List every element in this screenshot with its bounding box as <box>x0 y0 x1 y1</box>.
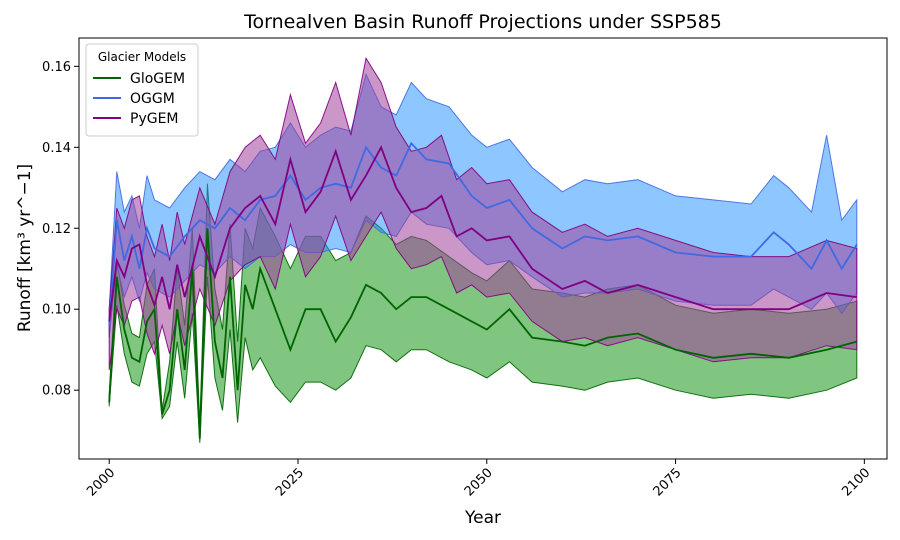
legend-title: Glacier Models <box>98 50 186 64</box>
pygem-line <box>108 145 857 322</box>
y-axis-label: Runoff [km³ yr^−1] <box>15 164 35 332</box>
pygem-legend-label: PyGEM <box>130 111 179 127</box>
y-tick-label: 0.16 <box>42 60 71 75</box>
legend-box <box>85 43 199 137</box>
y-tick-label: 0.10 <box>42 303 71 318</box>
x-tick-label: 2100 <box>839 465 873 499</box>
pygem-band <box>108 56 858 370</box>
x-tick-label: 2000 <box>84 465 118 499</box>
y-axis-ticks: 0.08 0.10 0.12 0.14 0.16 <box>42 60 79 399</box>
series-lines <box>108 141 858 439</box>
x-tick-label: 2075 <box>651 465 685 499</box>
oggm-line <box>108 141 858 326</box>
y-tick-label: 0.08 <box>42 384 71 399</box>
x-axis-label: Year <box>464 508 501 528</box>
glogem-legend-label: GloGEM <box>130 71 185 87</box>
y-tick-label: 0.12 <box>42 222 71 237</box>
glogem-line <box>108 228 858 439</box>
x-axis-ticks: 2000 2025 2050 2075 2100 <box>84 459 873 499</box>
y-tick-label: 0.14 <box>42 141 71 156</box>
chart-title: Tornealven Basin Runoff Projections unde… <box>243 11 722 33</box>
uncertainty-bands <box>108 56 858 443</box>
oggm-legend-label: OGGM <box>130 91 175 107</box>
x-tick-label: 2050 <box>462 465 496 499</box>
plot-frame <box>78 37 888 460</box>
legend: Glacier Models GloGEM OGGM PyGEM <box>85 43 199 137</box>
x-tick-label: 2025 <box>273 465 307 499</box>
